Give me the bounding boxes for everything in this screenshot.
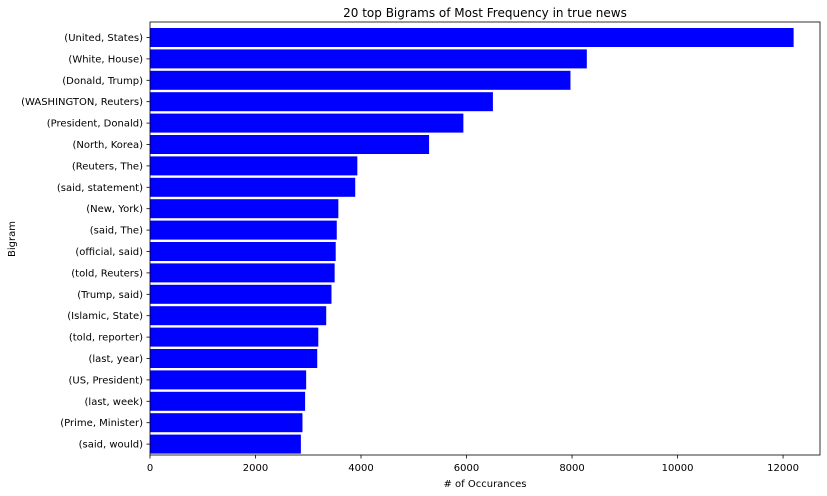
y-tick-label-10: (official, said): [75, 247, 143, 258]
x-tick-label-2: 4000: [348, 463, 373, 474]
bar-10: [150, 242, 336, 261]
bar-18: [150, 413, 303, 433]
chart-title: 20 top Bigrams of Most Frequency in true…: [343, 6, 627, 20]
bar-8: [150, 199, 339, 219]
bar-19: [150, 434, 301, 454]
y-tick-label-4: (President, Donald): [47, 119, 143, 130]
x-tick-label-4: 8000: [559, 463, 584, 474]
y-axis-title: Bigram: [7, 221, 18, 257]
bar-2: [150, 70, 571, 90]
bar-5: [150, 135, 430, 154]
x-axis-title: # of Occurances: [443, 479, 526, 490]
y-tick-label-6: (Reuters, The): [72, 161, 143, 172]
bar-12: [150, 284, 332, 304]
bar-14: [150, 327, 319, 347]
bar-9: [150, 220, 337, 240]
y-tick-label-18: (Prime, Minister): [60, 418, 143, 429]
y-tick-label-19: (said, would): [79, 440, 143, 451]
bar-4: [150, 113, 464, 133]
plot-frame: [149, 21, 821, 456]
y-tick-label-0: (United, States): [64, 33, 143, 44]
y-tick-group: (United, States) (White, House) (Donald, T…: [21, 33, 150, 451]
bars-group: [150, 28, 794, 454]
y-tick-label-17: (last, week): [85, 397, 144, 408]
y-tick-label-14: (told, reporter): [69, 333, 143, 344]
bar-16: [150, 370, 307, 390]
y-tick-label-5: (North, Korea): [73, 140, 144, 151]
y-tick-label-15: (last, year): [88, 354, 143, 365]
y-tick-label-13: (Islamic, State): [67, 311, 143, 322]
y-tick-label-3: (WASHINGTON, Reuters): [21, 97, 143, 108]
x-tick-group: 0 2000 4000 6000 8000 10000 12000: [147, 455, 799, 474]
bar-6: [150, 156, 358, 176]
y-tick-label-9: (said, The): [90, 226, 143, 237]
x-tick-label-0: 0: [147, 463, 153, 474]
bar-7: [150, 177, 356, 197]
bar-1: [150, 49, 587, 69]
bar-3: [150, 92, 493, 112]
y-tick-label-8: (New, York): [86, 204, 143, 215]
y-tick-label-12: (Trump, said): [77, 290, 143, 301]
x-tick-label-6: 12000: [767, 463, 799, 474]
bar-15: [150, 349, 318, 368]
bar-11: [150, 263, 335, 283]
bar-17: [150, 391, 306, 411]
y-tick-label-1: (White, House): [68, 54, 143, 65]
x-tick-label-1: 2000: [243, 463, 268, 474]
y-tick-label-7: (said, statement): [57, 183, 143, 194]
y-tick-label-11: (told, Reuters): [71, 268, 143, 279]
x-tick-label-5: 10000: [662, 463, 694, 474]
bar-13: [150, 306, 327, 326]
y-tick-label-16: (US, President): [69, 375, 144, 386]
x-tick-label-3: 6000: [454, 463, 479, 474]
bar-0: [150, 28, 794, 47]
y-tick-label-2: (Donald, Trump): [62, 76, 143, 87]
